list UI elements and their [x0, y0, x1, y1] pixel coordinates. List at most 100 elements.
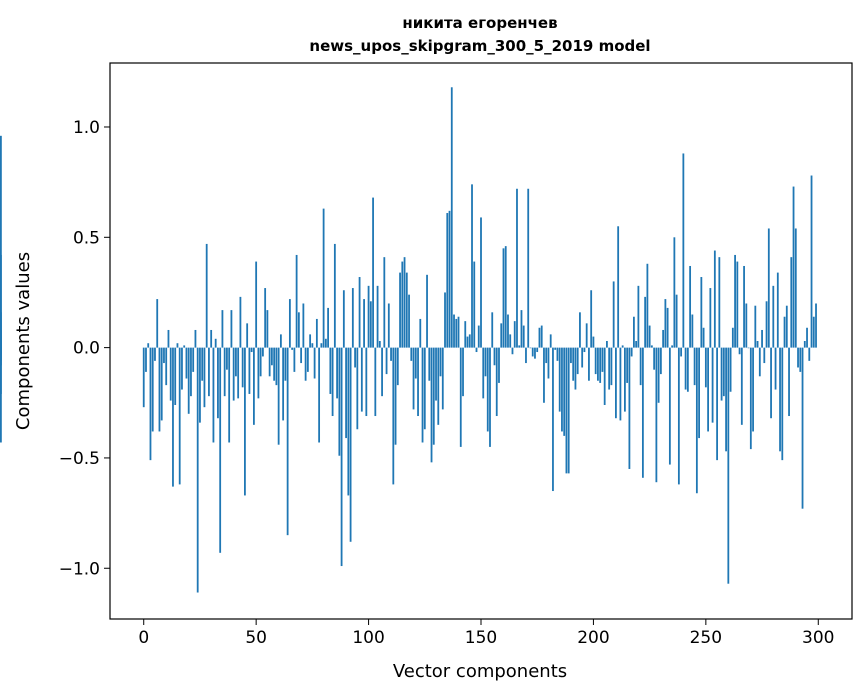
bar — [803, 341, 806, 348]
bar — [556, 347, 559, 361]
bar — [324, 338, 327, 348]
bar — [459, 347, 462, 447]
bar — [722, 347, 725, 397]
bar — [745, 303, 748, 348]
bar — [387, 303, 390, 348]
bar — [405, 272, 408, 348]
bar — [565, 347, 568, 474]
bar — [574, 347, 577, 390]
bar — [779, 347, 781, 452]
y-tick-label: 0.5 — [73, 228, 100, 248]
bar — [446, 213, 449, 348]
bar — [624, 347, 626, 412]
y-tick-label: −1.0 — [59, 559, 100, 579]
bar — [561, 347, 563, 432]
bar — [752, 347, 754, 432]
bar — [585, 323, 588, 348]
bar — [482, 347, 485, 399]
bar — [513, 321, 516, 348]
bar — [783, 316, 786, 348]
bar — [156, 299, 159, 348]
bar — [279, 334, 282, 348]
bar — [588, 347, 590, 381]
bar — [226, 347, 228, 370]
bar — [579, 312, 581, 348]
bar — [201, 347, 204, 381]
bar — [621, 345, 624, 348]
bar — [419, 318, 422, 348]
bar — [403, 257, 406, 348]
bar — [785, 305, 788, 348]
bar — [0, 135, 2, 348]
bar — [167, 329, 170, 348]
bar — [680, 347, 683, 357]
bar — [734, 254, 736, 348]
bar — [354, 347, 356, 368]
bar — [713, 250, 716, 348]
bar — [311, 343, 314, 348]
bar — [259, 347, 262, 377]
bar — [570, 347, 572, 364]
bar — [615, 347, 617, 419]
bar — [374, 347, 377, 417]
bar — [340, 347, 343, 567]
bar — [655, 347, 658, 483]
bar — [394, 347, 397, 445]
bar — [545, 347, 548, 364]
bar — [592, 336, 595, 348]
bar — [797, 347, 799, 368]
x-axis-label: Vector components — [393, 661, 567, 682]
bar — [471, 184, 473, 348]
bar — [145, 347, 147, 372]
bar — [686, 347, 689, 392]
bar — [349, 347, 352, 542]
bar — [630, 347, 633, 357]
bar — [0, 347, 2, 355]
bar — [0, 347, 2, 443]
bar — [552, 347, 554, 492]
bar — [444, 292, 446, 348]
bar — [385, 347, 388, 375]
bar — [475, 347, 478, 353]
bar — [441, 347, 444, 410]
bar — [639, 347, 642, 386]
bar — [358, 277, 361, 348]
bar — [212, 347, 215, 443]
bar — [154, 347, 156, 361]
bar — [758, 347, 761, 377]
y-tick-label: 0.0 — [73, 339, 100, 359]
bar — [558, 347, 561, 412]
bar — [540, 325, 543, 348]
bar — [754, 305, 757, 348]
bar — [606, 341, 608, 348]
bar — [808, 347, 811, 361]
bar — [448, 210, 451, 348]
bar — [538, 327, 541, 348]
bar — [401, 261, 404, 348]
bar — [718, 257, 721, 348]
bar — [239, 296, 242, 348]
bar — [756, 341, 759, 348]
bar — [257, 347, 260, 399]
bar — [770, 347, 772, 419]
bar — [567, 347, 570, 474]
bar — [410, 347, 413, 361]
bar — [360, 347, 363, 412]
bar — [158, 347, 161, 432]
bar — [0, 347, 2, 366]
bar — [489, 347, 491, 447]
bar — [181, 347, 183, 390]
bar — [599, 347, 602, 383]
y-tick-label: 1.0 — [73, 118, 100, 138]
bar — [554, 347, 557, 350]
bar — [749, 347, 752, 450]
bar — [628, 347, 631, 469]
bar — [536, 347, 539, 353]
bar — [698, 347, 700, 439]
bar — [199, 347, 201, 423]
bar — [275, 347, 278, 386]
bar — [205, 243, 208, 348]
bar — [208, 347, 210, 397]
bar — [671, 345, 674, 348]
x-axis-ticks: 0 50 100 150 200 250 300 — [138, 619, 834, 648]
